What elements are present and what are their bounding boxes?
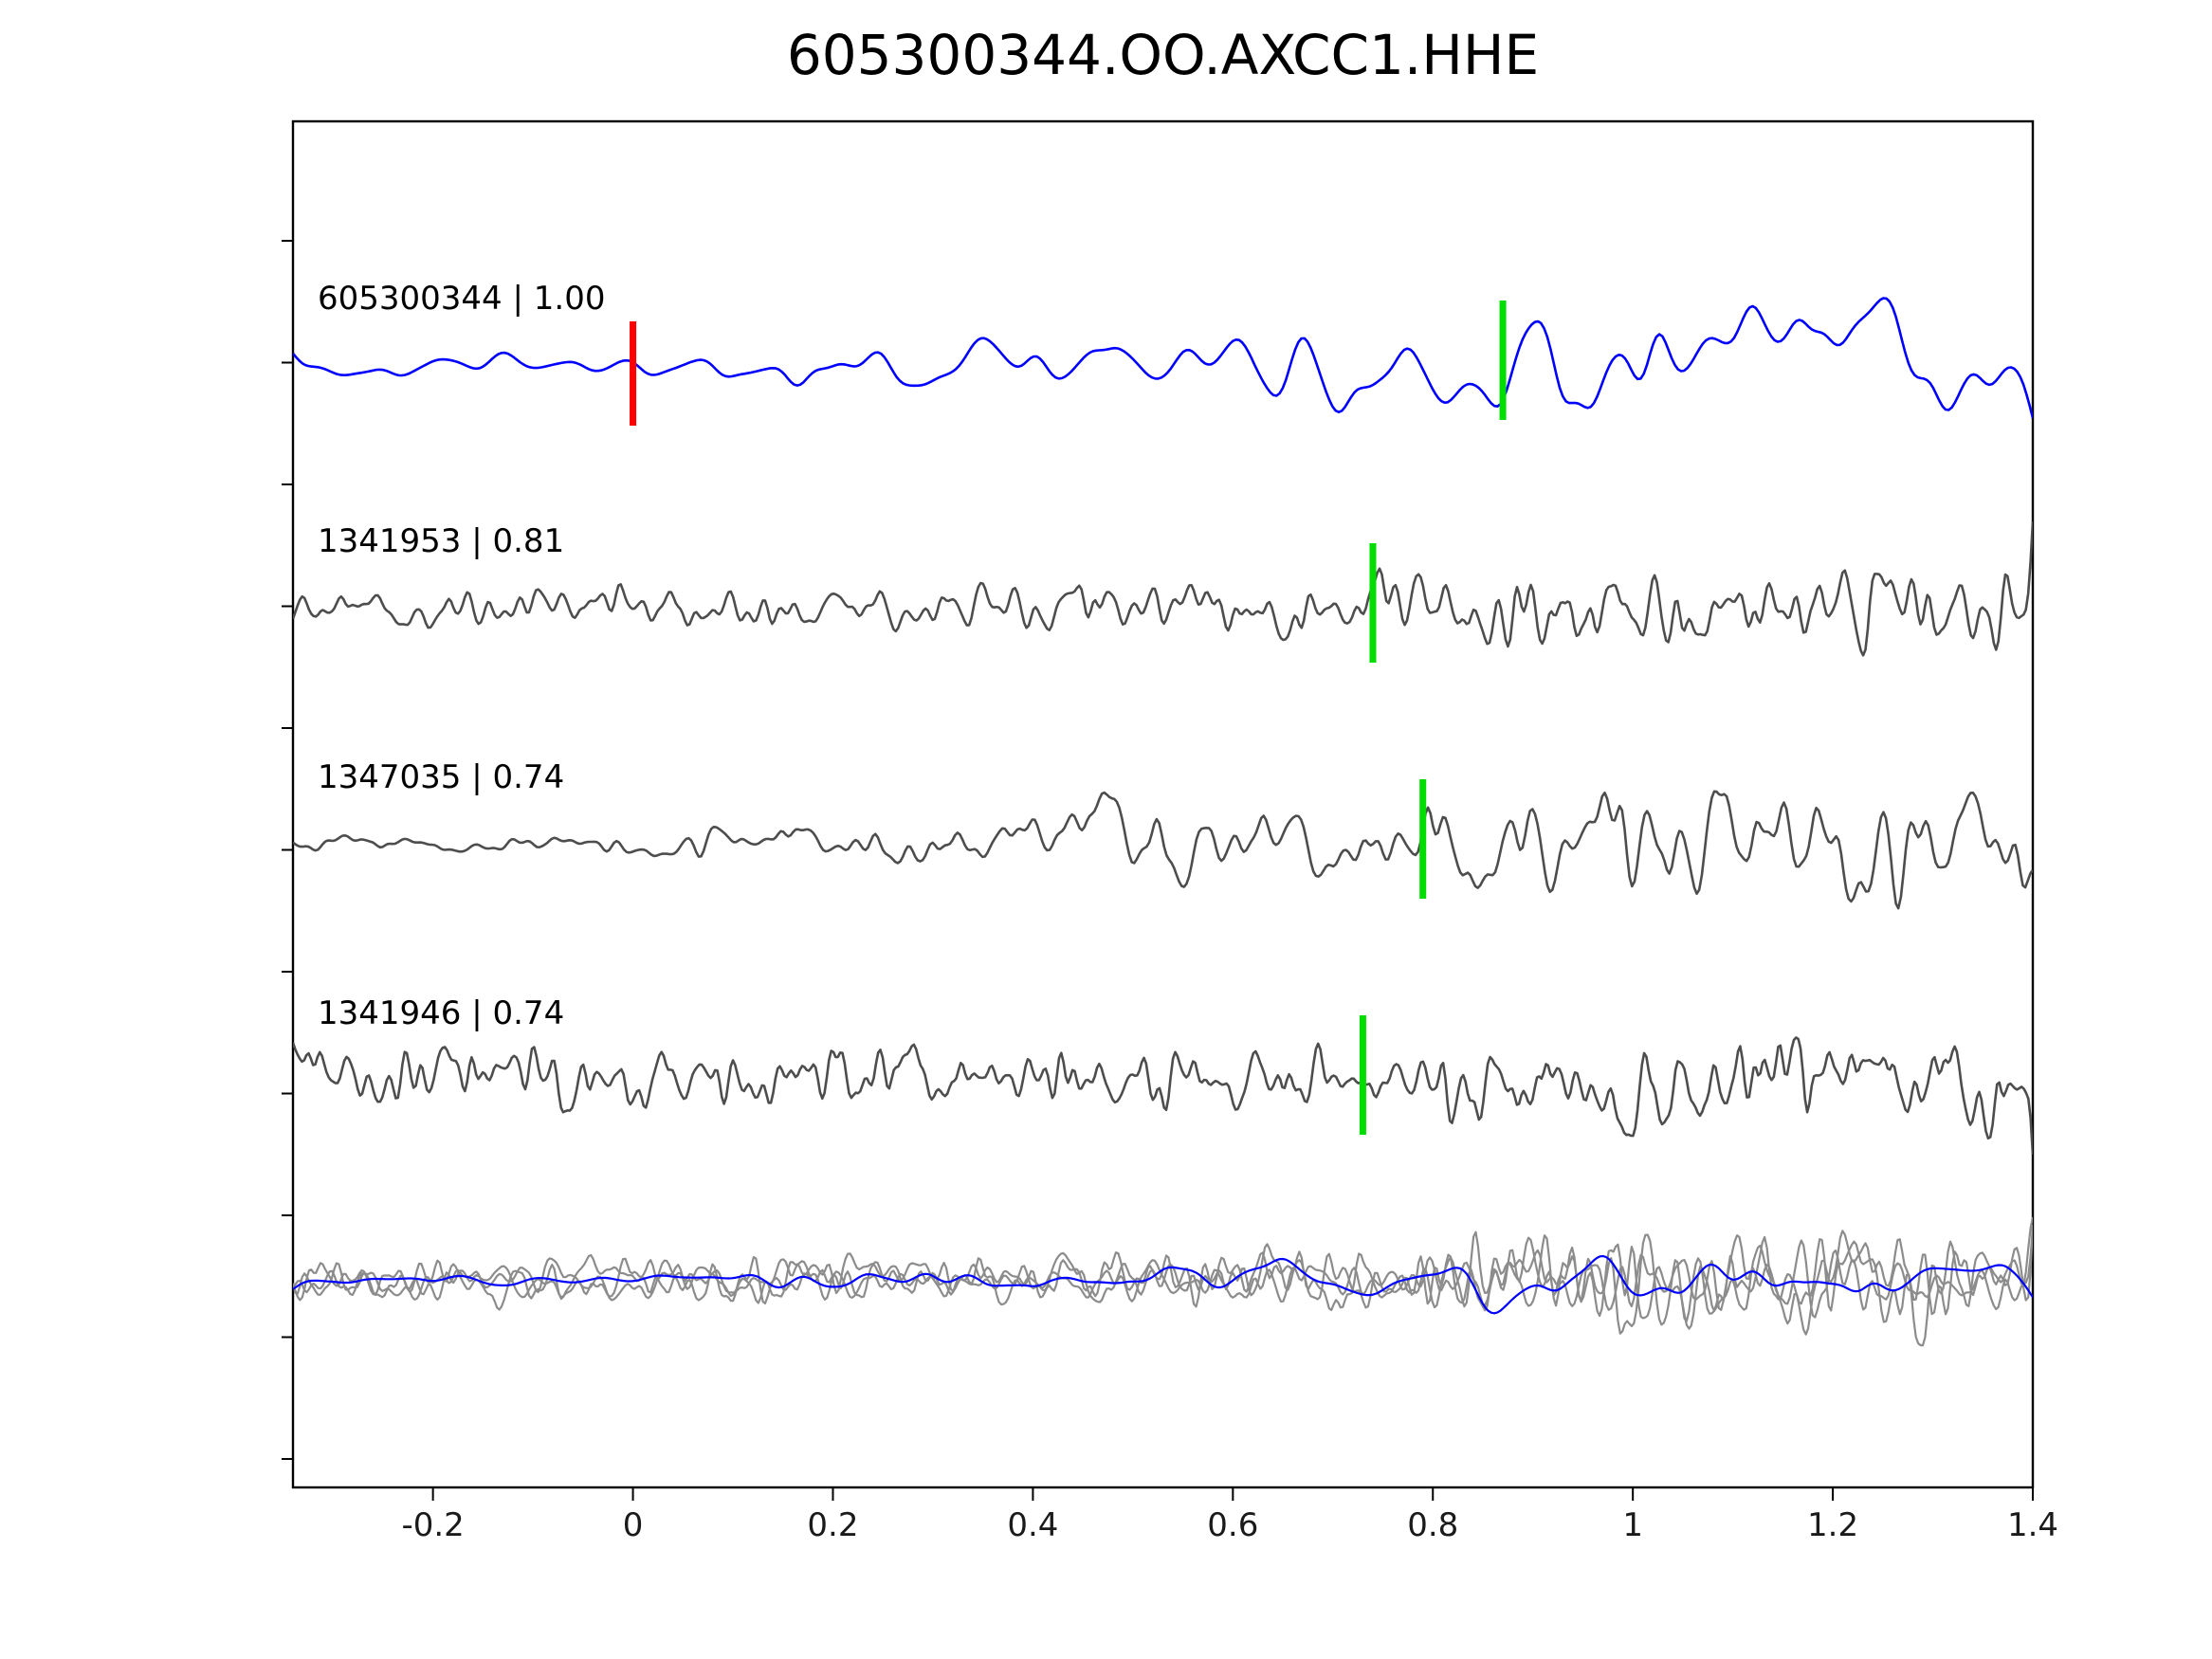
plot-frame [291, 119, 2035, 1489]
x-tick-label: -0.2 [401, 1506, 465, 1544]
x-tick-label: 0.4 [1007, 1506, 1059, 1544]
overlay-waveform-0 [293, 1216, 2033, 1335]
x-tick-label: 1.2 [1807, 1506, 1859, 1544]
overlay-waveform-2 [293, 1226, 2033, 1319]
waveform-1341946 [293, 1036, 2033, 1156]
waveform-1347035 [293, 790, 2033, 910]
trace-label-detection-2: 1347035 | 0.74 [318, 758, 565, 796]
x-tick-label: 0.8 [1407, 1506, 1459, 1544]
figure-title: 605300344.OO.AXCC1.HHE [786, 23, 1540, 87]
x-tick-label: 1 [1622, 1506, 1643, 1544]
x-tick-label: 0 [622, 1506, 644, 1544]
waveform-1341953 [293, 520, 2033, 657]
waveform-605300344 [293, 297, 2033, 419]
trace-label-detection-3: 1341946 | 0.74 [318, 994, 565, 1032]
trace-label-template: 605300344 | 1.00 [318, 280, 606, 318]
x-tick-label: 0.2 [807, 1506, 859, 1544]
x-tick-label: 1.4 [2006, 1506, 2059, 1544]
x-tick-label: 0.6 [1207, 1506, 1259, 1544]
trace-label-detection-1: 1341953 | 0.81 [318, 522, 565, 560]
overlay-waveform-3 [293, 1254, 2033, 1315]
